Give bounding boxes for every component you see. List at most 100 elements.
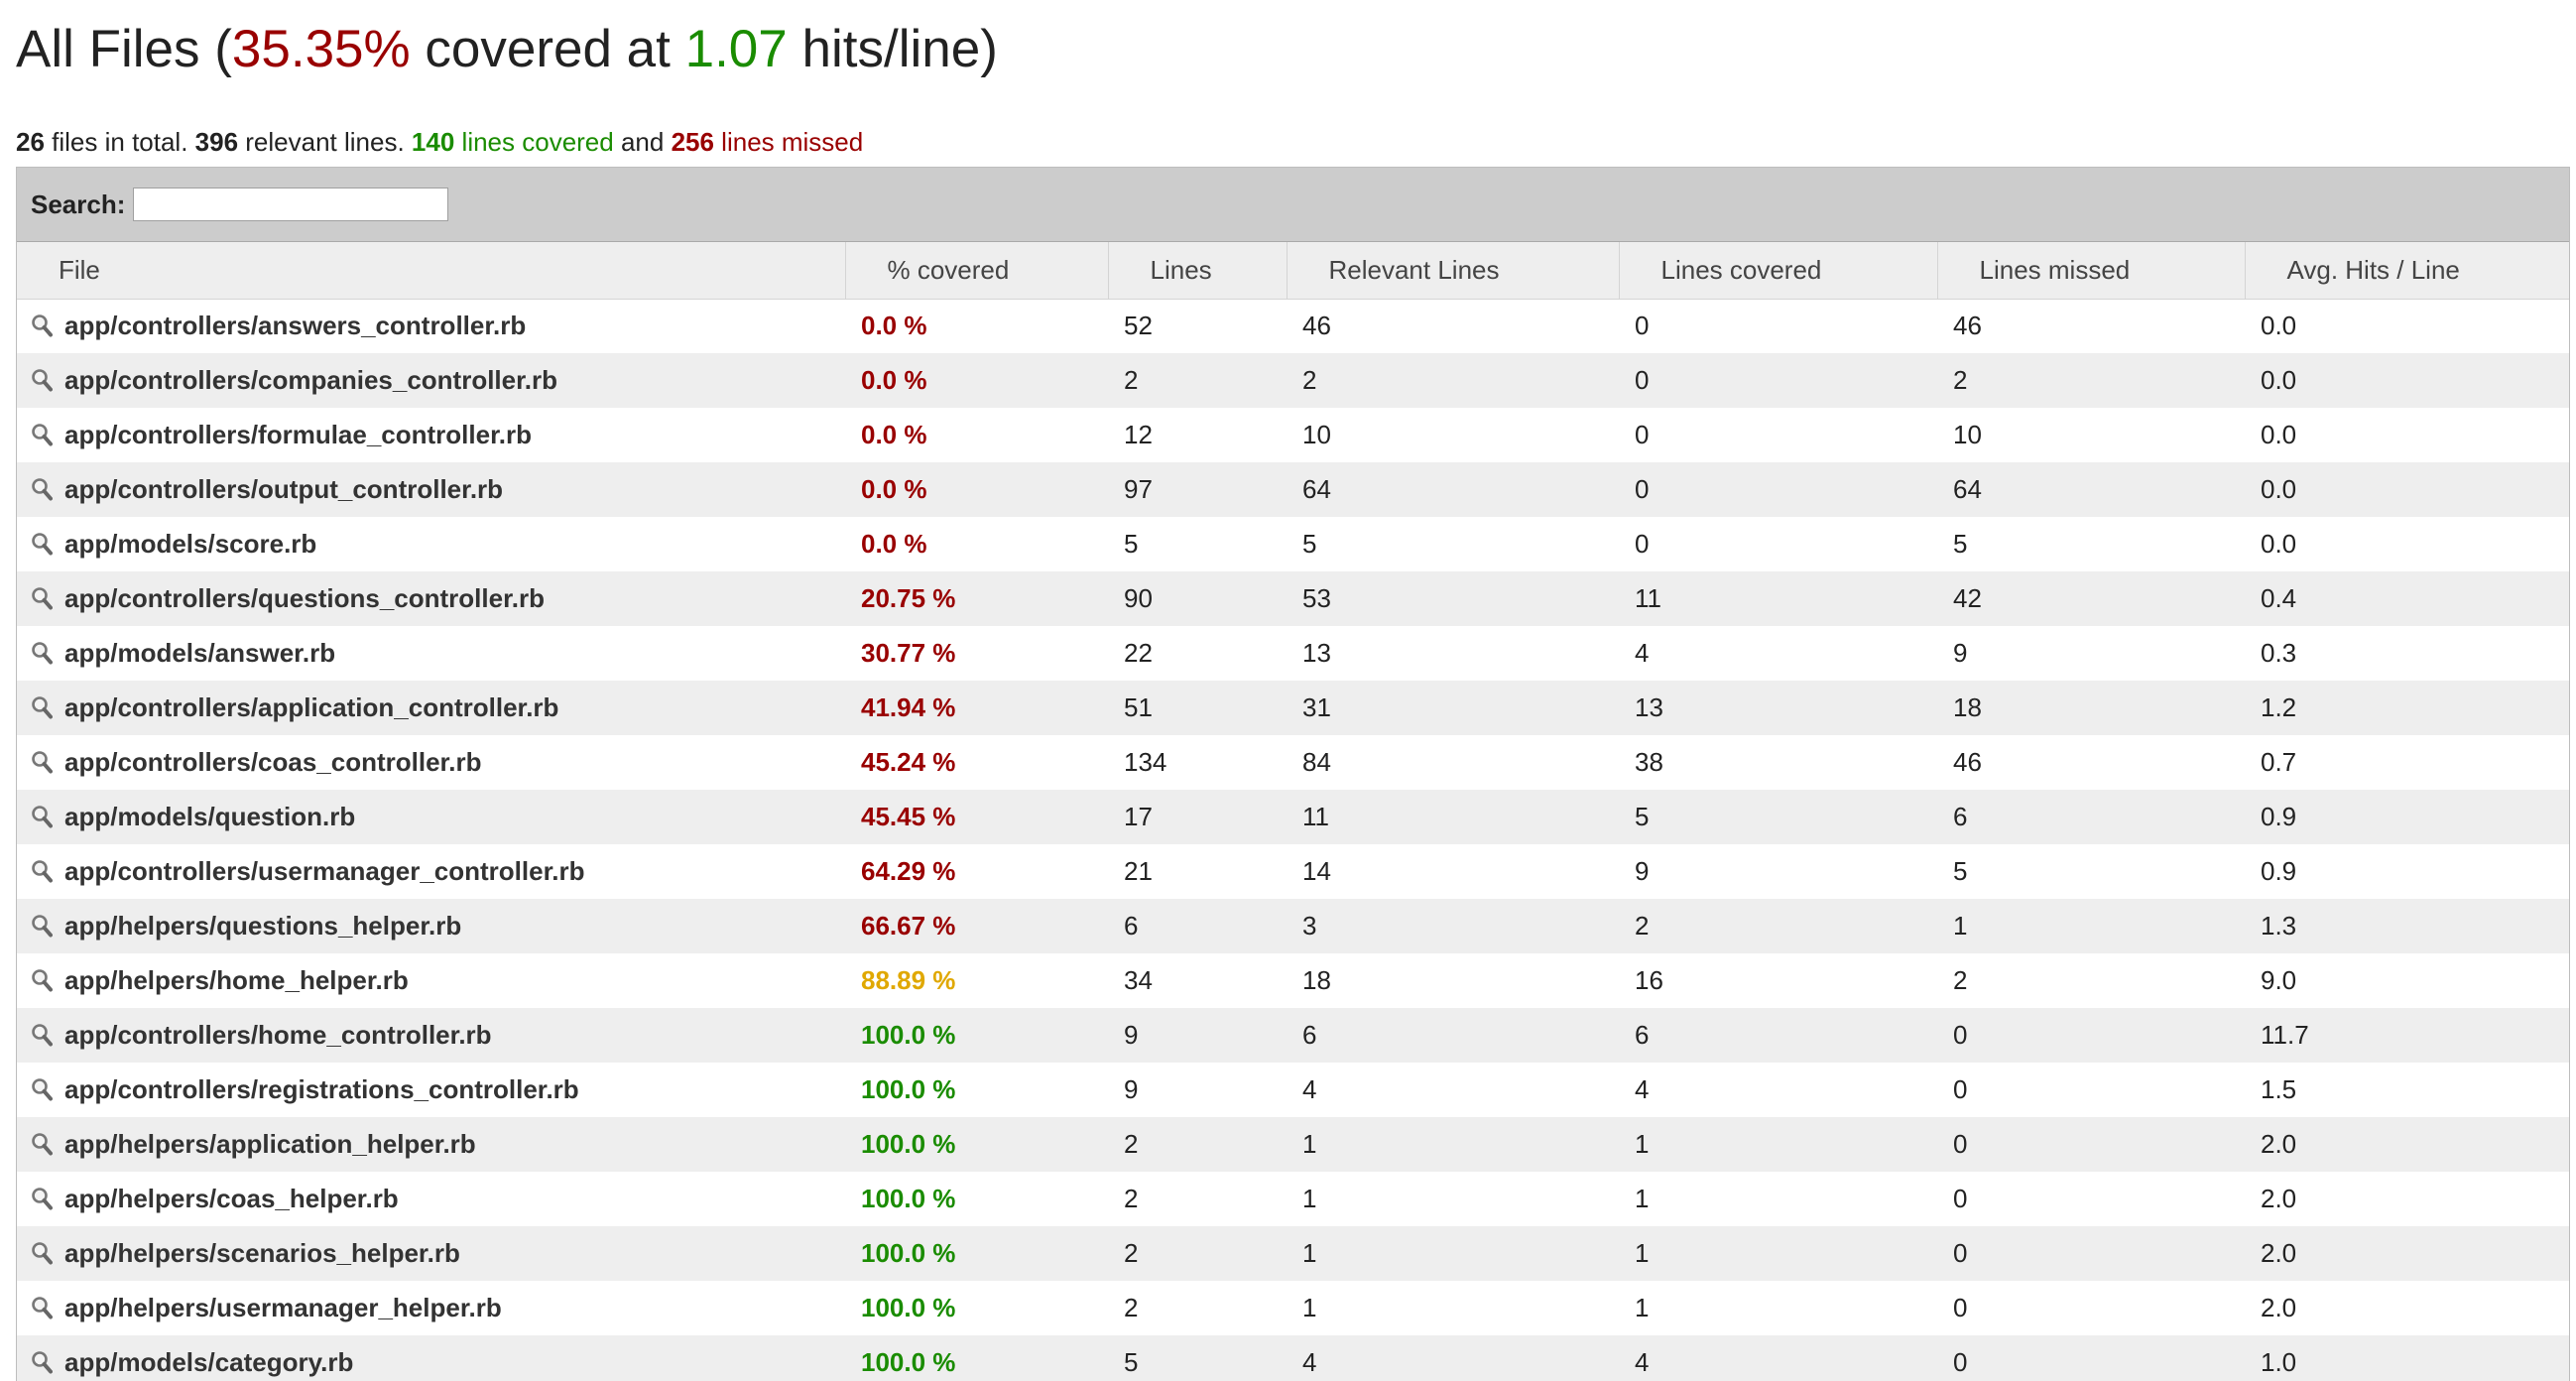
magnifier-icon[interactable]: [31, 586, 53, 610]
magnifier-icon[interactable]: [31, 1023, 53, 1047]
magnifier-icon[interactable]: [31, 968, 53, 992]
file-list-table: File% covered Lines Relevant Lines Lines co…: [17, 242, 2569, 1381]
file-list-container: Search: File% covered Lines Relevant Lines…: [16, 167, 2570, 1381]
file-link[interactable]: app/controllers/questions_controller.rb: [64, 583, 545, 613]
magnifier-icon[interactable]: [31, 368, 53, 392]
column-header-lines-missed[interactable]: Lines missed: [1937, 242, 2246, 300]
magnifier-icon[interactable]: [31, 641, 53, 665]
percent-covered-cell: 0.0 %: [845, 408, 1108, 462]
file-link[interactable]: app/controllers/formulae_controller.rb: [64, 420, 532, 449]
percent-covered-cell: 100.0 %: [845, 1281, 1108, 1335]
file-link[interactable]: app/controllers/usermanager_controller.r…: [64, 856, 585, 886]
lines-cell: 5: [1124, 529, 1139, 559]
magnifier-icon[interactable]: [31, 477, 53, 501]
lines-missed-cell: 42: [1937, 571, 2245, 626]
file-link[interactable]: app/models/score.rb: [64, 529, 317, 559]
lines-missed-cell: 0: [1953, 1074, 1968, 1104]
percent-covered-cell: 0.0 %: [845, 353, 1108, 408]
file-cell: app/controllers/formulae_controller.rb: [17, 408, 845, 462]
file-link[interactable]: app/controllers/coas_controller.rb: [64, 747, 482, 777]
lines-cell: 2: [1108, 1117, 1287, 1172]
file-link[interactable]: app/helpers/coas_helper.rb: [64, 1184, 399, 1213]
percent-covered-cell: 100.0 %: [845, 1335, 1108, 1381]
file-link[interactable]: app/models/answer.rb: [64, 638, 336, 668]
lines-missed-cell: 18: [1937, 681, 2245, 735]
file-link[interactable]: app/controllers/registrations_controller…: [64, 1074, 579, 1104]
column-header-relevant-lines[interactable]: Relevant Lines: [1287, 242, 1620, 300]
missed-text: lines missed: [713, 127, 864, 157]
file-link[interactable]: app/helpers/application_helper.rb: [64, 1129, 476, 1159]
percent-covered-value: 0.0 %: [861, 529, 927, 559]
table-row: app/controllers/coas_controller.rb 45.24 …: [17, 735, 2569, 790]
percent-covered-value: 20.75 %: [861, 583, 956, 613]
file-link[interactable]: app/helpers/home_helper.rb: [64, 965, 409, 995]
missed-count: 256: [671, 127, 714, 157]
lines-cell: 134: [1124, 747, 1167, 777]
relevant-lines-cell: 1: [1287, 1117, 1619, 1172]
file-link[interactable]: app/helpers/questions_helper.rb: [64, 911, 462, 941]
avg-hits-cell: 1.2: [2245, 681, 2569, 735]
search-input[interactable]: [133, 188, 449, 221]
lines-missed-cell: 6: [1937, 790, 2245, 844]
magnifier-icon[interactable]: [31, 532, 53, 556]
magnifier-icon[interactable]: [31, 1132, 53, 1156]
lines-cell: 6: [1108, 899, 1287, 953]
column-header-percent-covered[interactable]: % covered: [845, 242, 1109, 300]
magnifier-icon[interactable]: [31, 750, 53, 774]
lines-missed-cell: 5: [1953, 529, 1968, 559]
file-link[interactable]: app/controllers/home_controller.rb: [64, 1020, 492, 1050]
magnifier-icon[interactable]: [31, 695, 53, 719]
percent-covered-value: 100.0 %: [861, 1020, 956, 1050]
file-link[interactable]: app/controllers/application_controller.r…: [64, 692, 559, 722]
table-row: app/controllers/home_controller.rb 100.0 …: [17, 1008, 2569, 1063]
column-header-avg-hits[interactable]: Avg. Hits / Line: [2245, 242, 2569, 300]
file-cell: app/controllers/coas_controller.rb: [17, 735, 845, 790]
file-link[interactable]: app/controllers/companies_controller.rb: [64, 365, 558, 395]
avg-hits-cell: 0.3: [2261, 638, 2297, 668]
relevant-lines-cell: 64: [1287, 462, 1619, 517]
file-cell: app/helpers/home_helper.rb: [17, 953, 845, 1008]
percent-covered-cell: 100.0 %: [845, 1172, 1108, 1226]
relevant-lines-cell: 5: [1302, 529, 1317, 559]
lines-covered-cell: 6: [1619, 1008, 1937, 1063]
magnifier-icon[interactable]: [31, 423, 53, 446]
file-link[interactable]: app/helpers/usermanager_helper.rb: [64, 1293, 502, 1322]
percent-covered-cell: 0.0 %: [845, 462, 1108, 517]
percent-covered-value: 88.89 %: [861, 965, 956, 995]
magnifier-icon[interactable]: [31, 805, 53, 828]
file-link[interactable]: app/models/question.rb: [64, 802, 356, 831]
file-link[interactable]: app/controllers/answers_controller.rb: [64, 311, 527, 341]
column-header-file[interactable]: File: [17, 242, 846, 300]
avg-hits-cell: 0.0: [2261, 311, 2297, 341]
column-header-lines-covered[interactable]: Lines covered: [1619, 242, 1938, 300]
lines-missed-cell: 0: [1953, 1184, 1968, 1213]
avg-hits-cell: 0.0: [2245, 353, 2569, 408]
column-header-lines[interactable]: Lines: [1108, 242, 1288, 300]
percent-covered-value: 0.0 %: [861, 474, 927, 504]
file-link[interactable]: app/models/category.rb: [64, 1347, 354, 1377]
file-link[interactable]: app/helpers/scenarios_helper.rb: [64, 1238, 460, 1268]
magnifier-icon[interactable]: [31, 314, 53, 337]
avg-hits-cell: 1.5: [2261, 1074, 2297, 1104]
relevant-lines-cell: 10: [1302, 420, 1331, 449]
percent-covered-cell: 100.0 %: [845, 1117, 1108, 1172]
lines-cell: 2: [1108, 1226, 1287, 1281]
lines-cell: 9: [1108, 1008, 1287, 1063]
magnifier-icon[interactable]: [31, 1350, 53, 1374]
relevant-lines-cell: 3: [1287, 899, 1619, 953]
table-row: app/models/answer.rb 30.77 % 22 13 4 9 0.3: [17, 626, 2569, 681]
magnifier-icon[interactable]: [31, 1187, 53, 1210]
avg-hits-cell: 1.0: [2245, 1335, 2569, 1381]
magnifier-icon[interactable]: [31, 914, 53, 938]
magnifier-icon[interactable]: [31, 1077, 53, 1101]
files-count: 26: [16, 127, 45, 157]
file-link[interactable]: app/controllers/output_controller.rb: [64, 474, 504, 504]
magnifier-icon[interactable]: [31, 1241, 53, 1265]
magnifier-icon[interactable]: [31, 859, 53, 883]
lines-cell: 12: [1124, 420, 1153, 449]
magnifier-icon[interactable]: [31, 1296, 53, 1319]
percent-covered-value: 100.0 %: [861, 1238, 956, 1268]
relevant-lines-cell: 11: [1287, 790, 1619, 844]
relevant-lines-cell: 14: [1302, 856, 1331, 886]
